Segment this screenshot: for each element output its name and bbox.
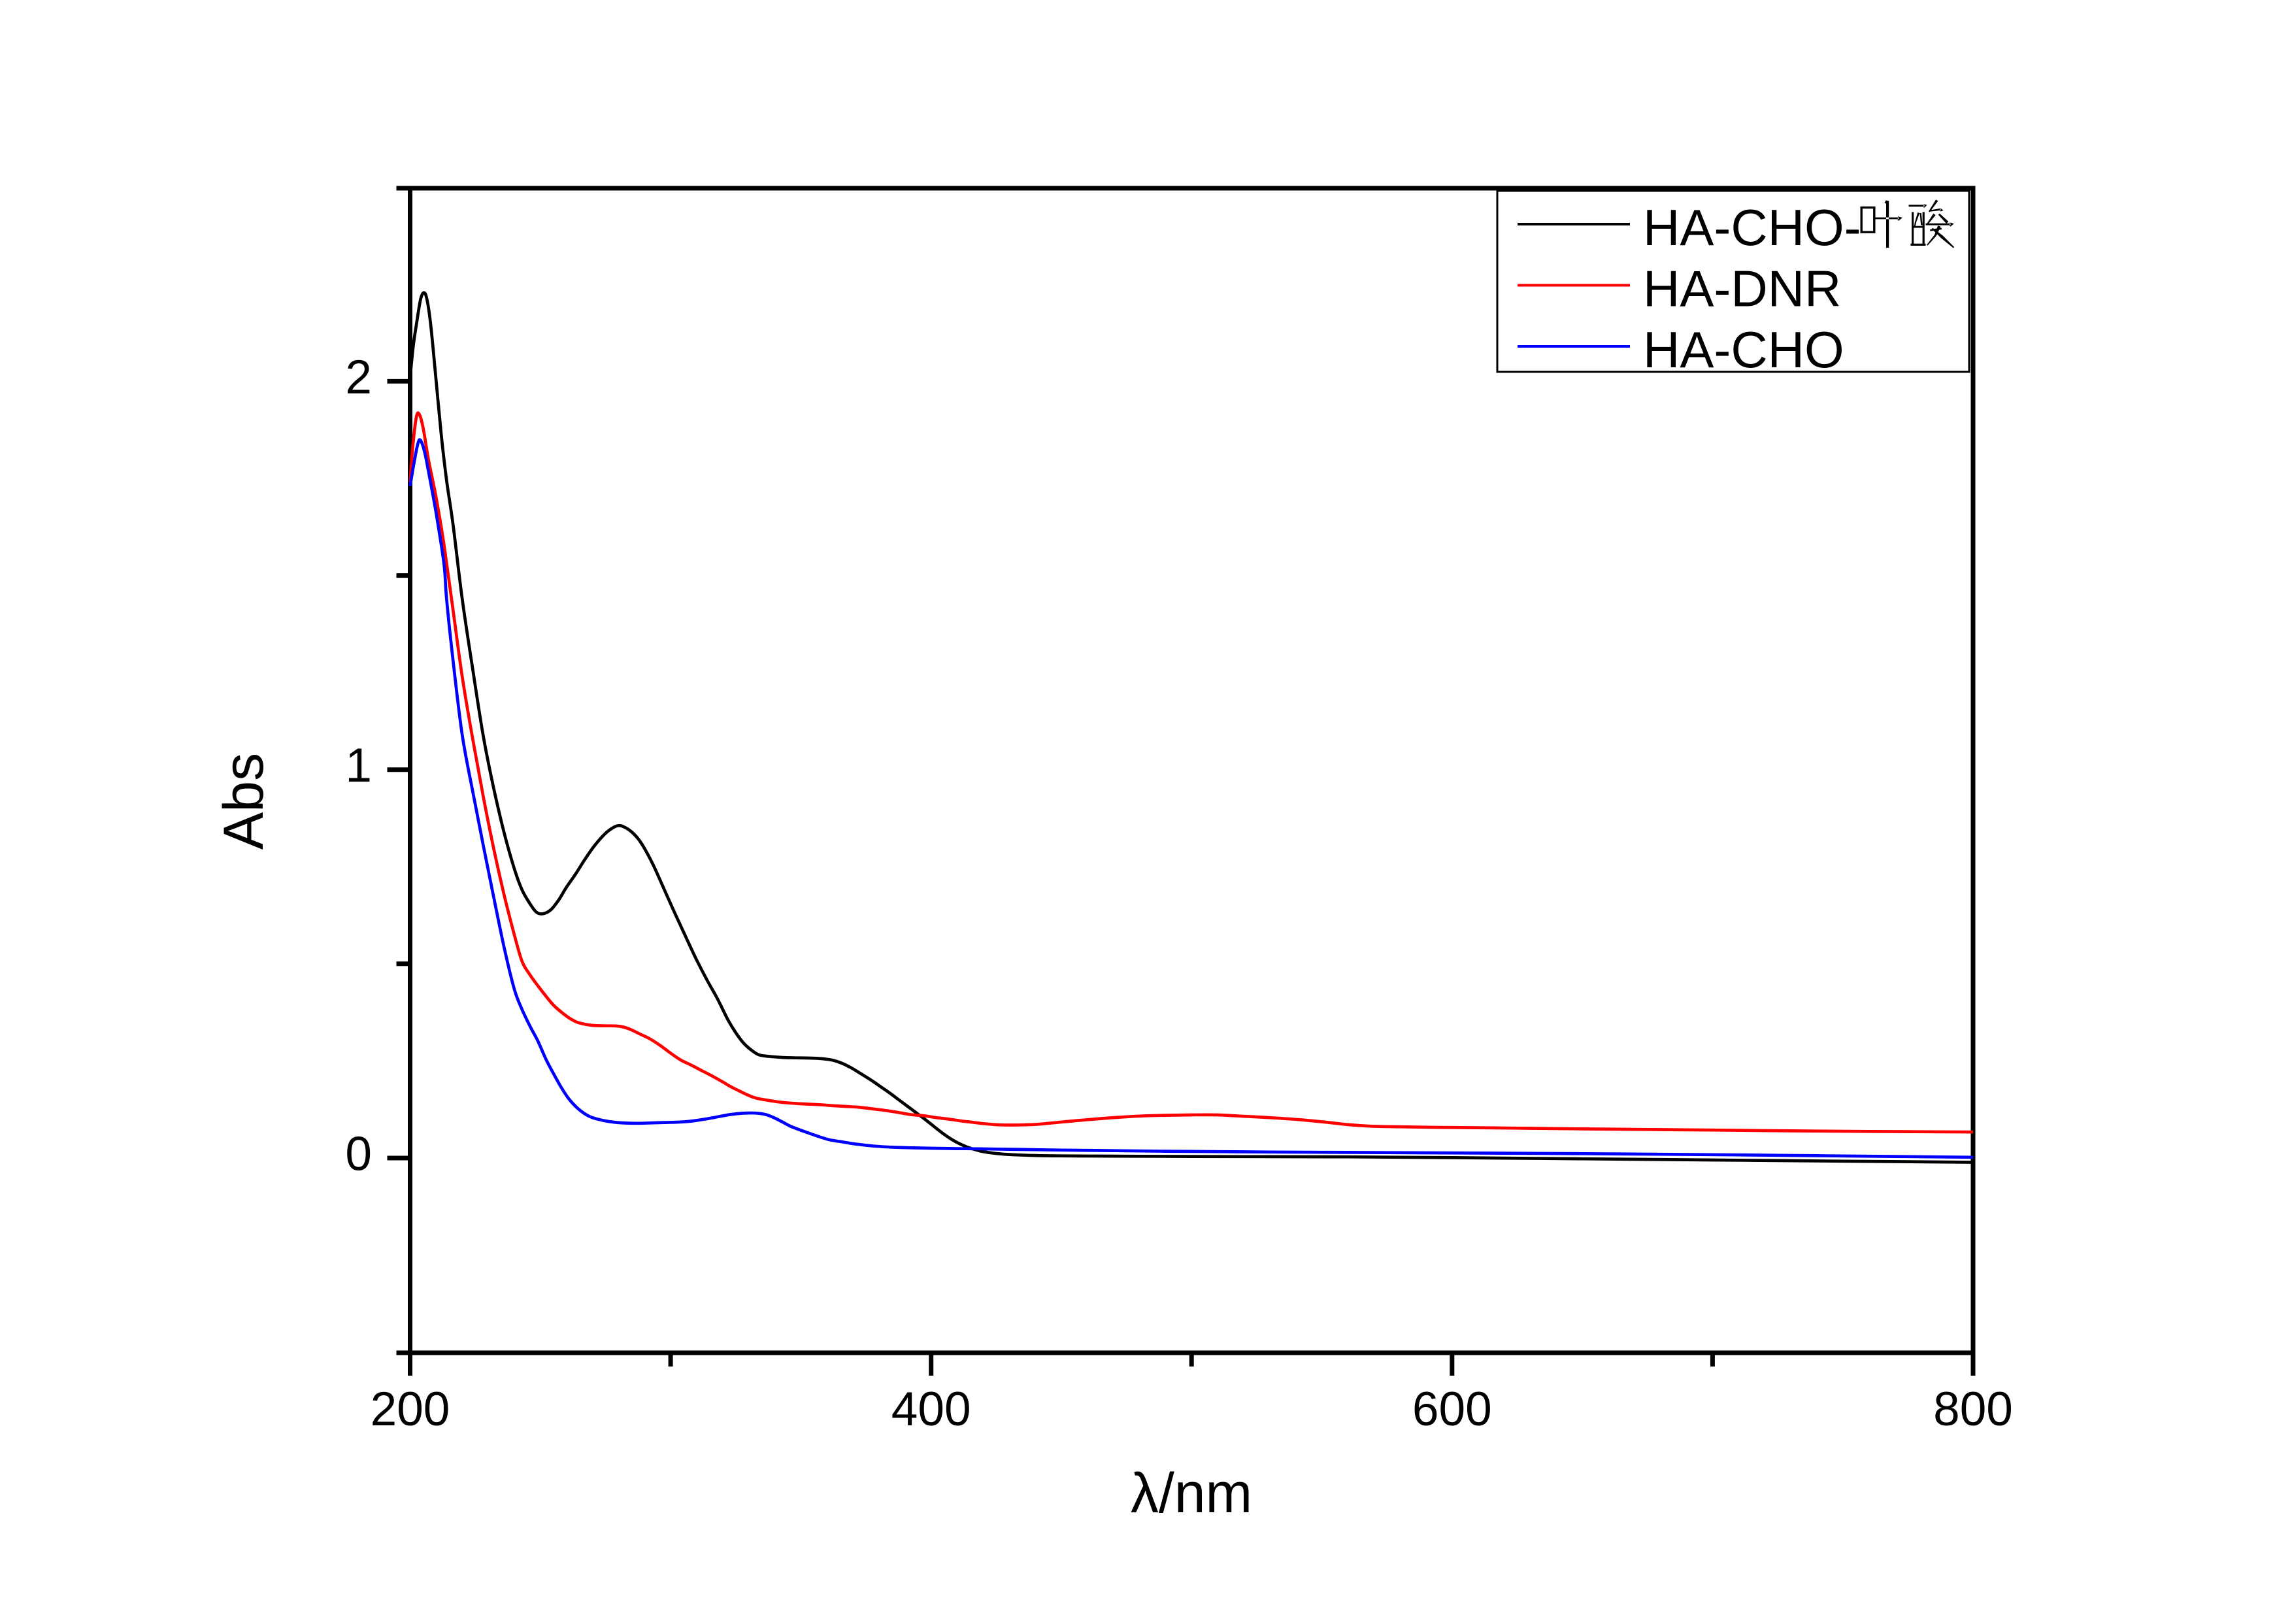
svg-text:200: 200: [371, 1383, 450, 1436]
svg-text:HA-CHO: HA-CHO: [1643, 321, 1844, 378]
svg-text:800: 800: [1933, 1383, 2013, 1436]
svg-text:1: 1: [345, 739, 372, 792]
svg-text:400: 400: [891, 1383, 971, 1436]
svg-text:Abs: Abs: [212, 753, 275, 850]
svg-text:600: 600: [1412, 1383, 1492, 1436]
svg-text:HA-DNR: HA-DNR: [1643, 260, 1841, 318]
svg-text:2: 2: [345, 351, 372, 404]
svg-text:0: 0: [345, 1128, 372, 1181]
svg-text:λ/nm: λ/nm: [1131, 1462, 1252, 1525]
svg-text:HA-CHO-: HA-CHO-: [1643, 199, 1861, 256]
